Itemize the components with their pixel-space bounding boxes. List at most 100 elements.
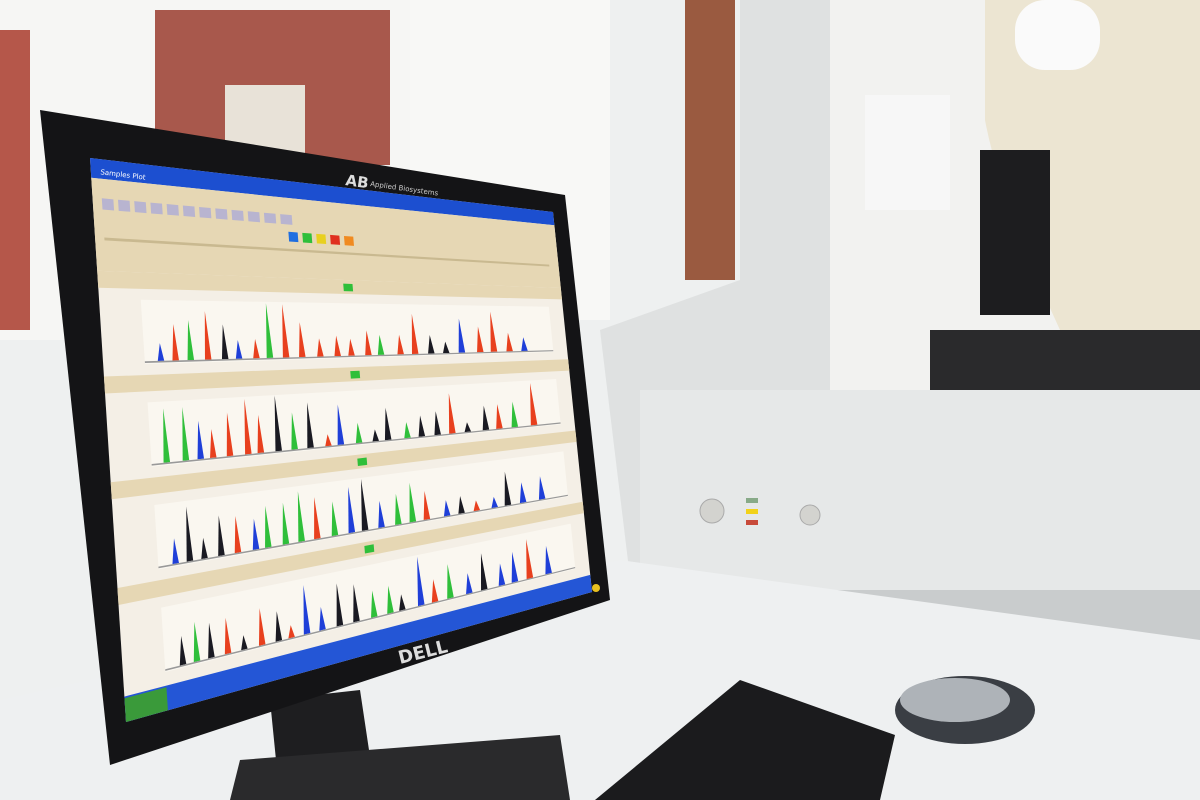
peak <box>348 338 355 356</box>
peak <box>526 539 534 580</box>
peak <box>314 497 321 540</box>
panel-header <box>97 270 562 300</box>
peak <box>377 334 385 355</box>
monitor-power-led <box>592 584 600 592</box>
peak <box>448 393 456 434</box>
peak <box>291 412 298 450</box>
peak <box>418 415 426 437</box>
peak <box>399 594 406 611</box>
peak <box>201 537 208 560</box>
toolbar-button[interactable] <box>182 205 196 217</box>
keyboard[interactable] <box>595 680 895 800</box>
buffer-reservoir <box>1015 0 1100 70</box>
peak <box>282 502 290 545</box>
peak <box>496 404 503 429</box>
peak <box>519 482 527 504</box>
peak <box>506 332 513 352</box>
peak <box>282 304 290 358</box>
peak <box>428 334 435 354</box>
plot-baseline <box>158 494 568 569</box>
peak <box>299 322 306 358</box>
peak <box>361 479 369 531</box>
toolbar-button[interactable] <box>117 199 131 212</box>
peak <box>464 422 472 433</box>
toolbar-button[interactable] <box>247 211 261 223</box>
peak <box>458 318 466 353</box>
plot-baseline <box>165 566 576 671</box>
peak <box>530 383 538 426</box>
toolbar-button[interactable] <box>150 202 163 215</box>
peak <box>275 611 283 642</box>
peak <box>409 482 417 523</box>
peak <box>538 476 546 500</box>
peak <box>274 395 282 452</box>
peak <box>397 334 404 355</box>
plot-baseline <box>151 422 561 466</box>
peak <box>210 429 217 459</box>
brick-building <box>0 30 30 330</box>
peak <box>204 311 212 360</box>
peak <box>404 422 411 439</box>
peak <box>458 496 465 514</box>
peak <box>307 402 314 449</box>
dye-color-toggle[interactable] <box>316 233 327 244</box>
peak <box>434 411 441 436</box>
panel-status-indicator <box>343 283 354 292</box>
peak <box>387 585 394 614</box>
toolbar-button[interactable] <box>101 198 115 211</box>
peak <box>480 553 488 591</box>
electropherogram-plot <box>161 523 576 672</box>
applied-biosystems-logo: AB <box>344 171 369 192</box>
window-view-right <box>685 0 735 280</box>
power-button[interactable] <box>699 498 725 524</box>
peak <box>226 412 234 457</box>
electropherogram-plot <box>147 379 561 467</box>
dye-color-toggle[interactable] <box>343 235 354 246</box>
toolbar-divider <box>104 237 550 267</box>
peak <box>442 341 450 354</box>
peak <box>423 490 431 521</box>
panel-status-indicator <box>364 544 375 554</box>
panel-header <box>103 359 570 394</box>
peak <box>179 635 187 666</box>
toolbar-button[interactable] <box>263 212 277 224</box>
peak <box>511 551 519 583</box>
pump-block <box>980 150 1050 315</box>
dye-color-toggle[interactable] <box>288 231 299 243</box>
peak <box>241 635 248 651</box>
peak <box>157 343 165 361</box>
peak <box>234 515 242 554</box>
peak <box>303 585 311 635</box>
dye-color-toggle[interactable] <box>330 234 341 245</box>
toolbar-button[interactable] <box>134 201 147 214</box>
autosampler-tray <box>930 330 1200 395</box>
peak <box>208 622 215 659</box>
peak <box>336 583 344 627</box>
peak <box>482 405 490 431</box>
peak <box>477 326 484 353</box>
toolbar-button[interactable] <box>280 214 293 225</box>
start-button[interactable] <box>124 687 168 722</box>
peak <box>498 563 506 587</box>
status-led-red <box>746 520 758 525</box>
peak <box>365 330 372 356</box>
peak <box>473 500 481 512</box>
peak <box>319 606 326 631</box>
peak <box>334 335 341 357</box>
toolbar-button[interactable] <box>166 204 179 216</box>
status-led-green <box>746 498 758 503</box>
toolbar-button[interactable] <box>199 206 212 219</box>
tray-button[interactable] <box>799 504 821 526</box>
peak <box>187 320 195 361</box>
status-led-yellow <box>746 509 758 514</box>
toolbar-button[interactable] <box>215 208 228 220</box>
detector-block <box>865 95 950 210</box>
peak <box>355 422 363 444</box>
instrument-front-panel <box>640 390 1200 590</box>
peak <box>417 556 425 607</box>
toolbar-button[interactable] <box>231 209 244 221</box>
toolbar <box>91 177 561 288</box>
peak <box>325 434 332 447</box>
monitor-screen[interactable]: Samples Plot <box>90 158 592 722</box>
dye-color-toggle[interactable] <box>302 232 313 244</box>
